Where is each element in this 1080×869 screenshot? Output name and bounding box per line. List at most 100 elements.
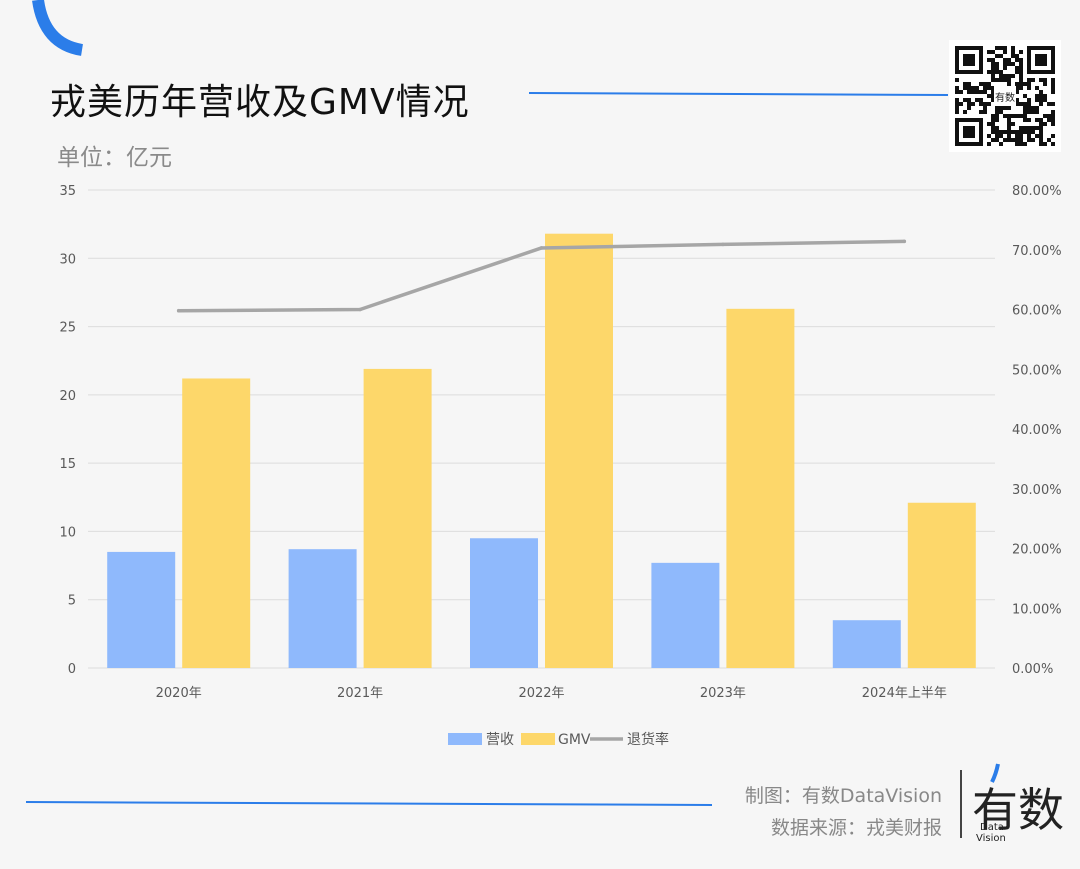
qr-module — [1039, 126, 1043, 130]
qr-module — [1043, 78, 1047, 82]
qr-module — [991, 94, 995, 98]
credit-source: 数据来源：戎美财报 — [770, 817, 942, 839]
point-return-rate — [539, 246, 544, 250]
y-axis-left: 0 5 10 15 20 25 30 35 — [59, 184, 76, 677]
bar-revenue — [651, 562, 720, 668]
y-axis-right: 0.00% 10.00% 20.00% 30.00% 40.00% 50.00% 60.00… — [1012, 184, 1062, 677]
bar-gmv — [545, 233, 613, 668]
qr-module — [979, 98, 983, 102]
qr-module — [1051, 82, 1055, 86]
qr-module — [1047, 118, 1051, 122]
qr-module — [1003, 130, 1007, 134]
qr-module — [995, 66, 999, 70]
qr-module — [1043, 142, 1047, 146]
unit-label: 单位：亿元 — [57, 145, 172, 171]
qr-module — [983, 110, 987, 114]
qr-module — [995, 110, 999, 114]
qr-module — [999, 134, 1003, 138]
qr-module — [1015, 98, 1019, 102]
qr-module — [1051, 90, 1055, 94]
qr-module — [1015, 102, 1019, 106]
qr-module — [1039, 78, 1043, 82]
qr-module — [991, 66, 995, 70]
qr-module — [1027, 86, 1031, 90]
qr-module — [1011, 74, 1015, 78]
qr-module — [983, 86, 987, 90]
qr-module — [1015, 82, 1019, 86]
qr-module — [1003, 106, 1007, 110]
bar-revenue — [107, 551, 176, 668]
qr-module — [1015, 58, 1019, 62]
qr-module — [1003, 78, 1007, 82]
qr-module — [1043, 114, 1047, 118]
qr-module — [963, 98, 967, 102]
qr-module — [1027, 82, 1031, 86]
qr-module — [975, 86, 979, 90]
y-right-tick-label: 60.00% — [1012, 304, 1062, 319]
qr-module — [991, 70, 995, 74]
qr-module — [1031, 106, 1035, 110]
qr-module — [983, 102, 987, 106]
qr-module — [987, 50, 991, 54]
qr-module — [1023, 130, 1027, 134]
y-left-tick-label: 20 — [59, 389, 76, 404]
qr-module — [999, 142, 1003, 146]
x-tick-label: 2023年 — [700, 686, 746, 701]
qr-module — [995, 138, 999, 142]
qr-module — [987, 102, 991, 106]
logo-sub-vision: Vision — [976, 833, 1006, 844]
qr-module — [1039, 98, 1043, 102]
y-left-tick-label: 35 — [59, 184, 76, 199]
bar-revenue — [470, 538, 538, 668]
qr-module — [1007, 82, 1011, 86]
qr-module — [1003, 138, 1007, 142]
qr-module — [1043, 82, 1047, 86]
qr-module — [1023, 94, 1027, 98]
qr-module — [1035, 86, 1039, 90]
y-right-tick-label: 10.00% — [1012, 602, 1062, 617]
qr-module — [987, 82, 991, 86]
qr-module — [1039, 102, 1043, 106]
qr-module — [1015, 86, 1019, 90]
qr-module — [1051, 142, 1055, 146]
qr-code: 有数 — [949, 40, 1061, 152]
qr-module — [1051, 110, 1055, 114]
qr-module — [991, 62, 995, 66]
qr-module — [1027, 126, 1031, 130]
qr-module — [967, 90, 971, 94]
qr-module — [995, 78, 999, 82]
qr-module — [987, 122, 991, 126]
qr-module — [1031, 138, 1035, 142]
x-tick-label: 2020年 — [156, 686, 202, 701]
qr-module — [995, 130, 999, 134]
qr-module — [967, 86, 971, 90]
qr-module — [991, 98, 995, 102]
qr-module — [1011, 46, 1015, 50]
qr-module — [991, 78, 995, 82]
qr-module — [1027, 118, 1031, 122]
legend-label-return-rate: 退货率 — [627, 731, 669, 748]
qr-module — [1007, 130, 1011, 134]
qr-module — [955, 102, 959, 106]
bar-gmv — [907, 502, 976, 668]
qr-module — [1031, 126, 1035, 130]
qr-module — [1015, 130, 1019, 134]
qr-module — [1023, 106, 1027, 110]
qr-module — [995, 54, 999, 58]
qr-module — [1003, 114, 1007, 118]
qr-module — [987, 58, 991, 62]
footer-accent-line — [25, 801, 713, 806]
qr-module — [991, 50, 995, 54]
qr-module — [1039, 130, 1043, 134]
qr-module — [1039, 138, 1043, 142]
qr-module — [971, 90, 975, 94]
qr-module — [1015, 90, 1019, 94]
qr-module — [995, 126, 999, 130]
qr-module — [1007, 58, 1011, 62]
qr-module — [955, 98, 959, 102]
qr-module — [1027, 106, 1031, 110]
qr-module — [1035, 106, 1039, 110]
qr-module — [1023, 126, 1027, 130]
x-tick-label: 2022年 — [518, 686, 564, 701]
